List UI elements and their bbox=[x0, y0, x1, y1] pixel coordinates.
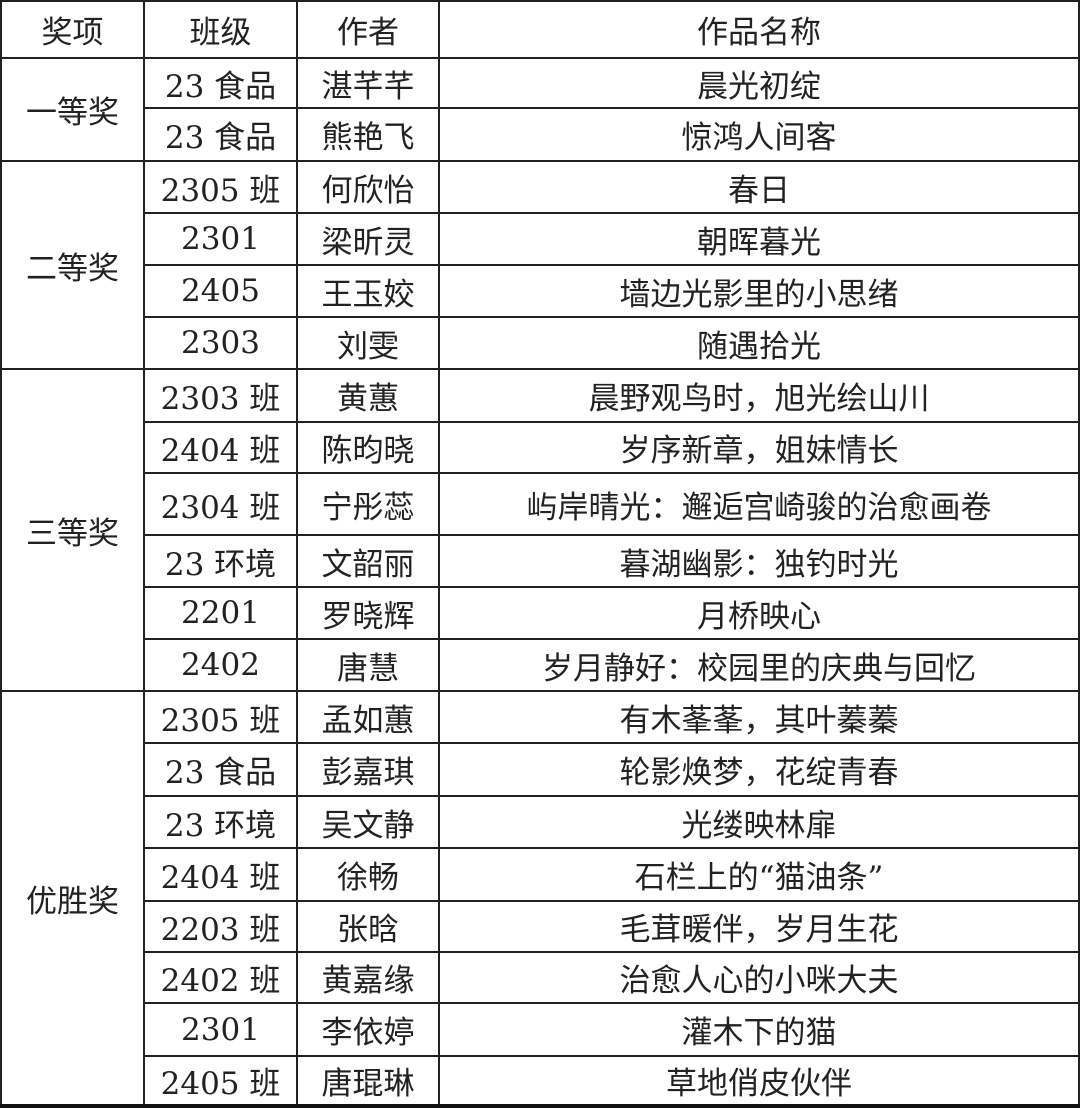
title-cell: 墙边光影里的小思绪 bbox=[438, 264, 1080, 318]
title-cell: 屿岸晴光：邂逅宫崎骏的治愈画卷 bbox=[438, 472, 1080, 536]
author-cell: 王玉姣 bbox=[296, 264, 440, 318]
class-cell: 23 环境 bbox=[143, 795, 298, 849]
author-cell: 彭嘉琪 bbox=[296, 742, 440, 797]
title-cell: 晨野观鸟时，旭光绘山川 bbox=[438, 368, 1080, 423]
award-cell: 优胜奖 bbox=[0, 690, 145, 1106]
title-cell: 治愈人心的小咪大夫 bbox=[438, 951, 1080, 1004]
title-cell: 随遇拾光 bbox=[438, 316, 1080, 370]
title-cell: 晨光初绽 bbox=[438, 57, 1080, 109]
author-cell: 张晗 bbox=[296, 900, 440, 953]
table-row: 2405 王玉姣 墙边光影里的小思绪 bbox=[1, 264, 1080, 318]
bottom-edge bbox=[0, 1104, 1080, 1108]
table-row: 2402 班黄嘉缘 治愈人心的小咪大夫 bbox=[1, 951, 1080, 1004]
award-cell: 三等奖 bbox=[0, 368, 145, 692]
table-row: 2404 班徐畅 石栏上的“猫油条” bbox=[1, 847, 1080, 902]
table-row: 2402 唐慧 岁月静好：校园里的庆典与回忆 bbox=[1, 638, 1080, 692]
author-cell: 唐慧 bbox=[296, 638, 440, 692]
table-row: 二等奖 2305 班何欣怡 春日 bbox=[0, 160, 1080, 370]
table-row: 2304 班宁彤蕊 屿岸晴光：邂逅宫崎骏的治愈画卷 bbox=[1, 472, 1080, 536]
class-cell: 2201 bbox=[143, 586, 298, 640]
author-cell: 黄蕙 bbox=[296, 368, 440, 423]
table-row: 2303 刘雯 随遇拾光 bbox=[1, 316, 1080, 370]
class-cell: 2402 班 bbox=[143, 951, 298, 1004]
title-cell: 轮影焕梦，花绽青春 bbox=[438, 742, 1080, 797]
table-body: 一等奖 23 食品 湛芊芊 晨光初绽 23 食品 熊艳飞 惊鸿人间客 二等奖 2305 班何欣怡… bbox=[0, 57, 1080, 1106]
class-cell: 23 食品 bbox=[143, 742, 298, 797]
title-cell: 毛茸暖伴，岁月生花 bbox=[438, 900, 1080, 953]
class-cell: 2405 bbox=[143, 264, 298, 318]
title-cell: 灌木下的猫 bbox=[438, 1002, 1080, 1057]
class-cell: 2304 班 bbox=[143, 472, 298, 536]
author-cell: 唐琨琳 bbox=[296, 1055, 440, 1106]
author-cell: 孟如蕙 bbox=[296, 690, 440, 744]
header-title: 作品名称 bbox=[438, 0, 1080, 59]
author-cell: 何欣怡 bbox=[296, 160, 440, 214]
table-row: 23 食品 熊艳飞 惊鸿人间客 bbox=[1, 107, 1080, 162]
title-cell: 惊鸿人间客 bbox=[438, 107, 1080, 162]
table-row: 一等奖 23 食品 湛芊芊 晨光初绽 bbox=[0, 57, 1080, 162]
table-row: 23 环境 吴文静 光缕映林扉 bbox=[1, 795, 1080, 849]
table-row: 2301 梁昕灵 朝晖暮光 bbox=[1, 212, 1080, 266]
title-cell: 暮湖幽影：独钓时光 bbox=[438, 534, 1080, 588]
title-cell: 岁月静好：校园里的庆典与回忆 bbox=[438, 638, 1080, 692]
class-cell: 2303 bbox=[143, 316, 298, 370]
header-author: 作者 bbox=[296, 0, 440, 59]
author-cell: 罗晓辉 bbox=[296, 586, 440, 640]
table-row: 三等奖 2303 班黄蕙 晨野观鸟时，旭光绘山川 bbox=[0, 368, 1080, 692]
author-cell: 熊艳飞 bbox=[296, 107, 440, 162]
class-cell: 2305 班 bbox=[143, 690, 298, 744]
author-cell: 刘雯 bbox=[296, 316, 440, 370]
header-class: 班级 bbox=[143, 0, 298, 59]
header-row: 奖项 班级 作者 作品名称 bbox=[0, 0, 1080, 59]
class-cell: 2404 班 bbox=[143, 421, 298, 474]
title-cell: 有木莑莑，其叶蓁蓁 bbox=[438, 690, 1080, 744]
author-cell: 李依婷 bbox=[296, 1002, 440, 1057]
title-cell: 石栏上的“猫油条” bbox=[438, 847, 1080, 902]
class-cell: 23 环境 bbox=[143, 534, 298, 588]
title-cell: 岁序新章，姐妹情长 bbox=[438, 421, 1080, 474]
author-cell: 文韶丽 bbox=[296, 534, 440, 588]
author-cell: 湛芊芊 bbox=[296, 57, 440, 109]
author-cell: 吴文静 bbox=[296, 795, 440, 849]
class-cell: 23 食品 bbox=[143, 107, 298, 162]
author-cell: 黄嘉缘 bbox=[296, 951, 440, 1004]
title-cell: 月桥映心 bbox=[438, 586, 1080, 640]
class-cell: 2203 班 bbox=[143, 900, 298, 953]
award-cell: 一等奖 bbox=[0, 57, 145, 162]
class-cell: 23 食品 bbox=[143, 57, 298, 109]
class-cell: 2303 班 bbox=[143, 368, 298, 423]
class-cell: 2402 bbox=[143, 638, 298, 692]
class-cell: 2404 班 bbox=[143, 847, 298, 902]
title-cell: 春日 bbox=[438, 160, 1080, 214]
class-cell: 2301 bbox=[143, 1002, 298, 1057]
table-row: 23 环境 文韶丽 暮湖幽影：独钓时光 bbox=[1, 534, 1080, 588]
class-cell: 2305 班 bbox=[143, 160, 298, 214]
author-cell: 陈昀晓 bbox=[296, 421, 440, 474]
class-cell: 2405 班 bbox=[143, 1055, 298, 1106]
award-cell: 二等奖 bbox=[0, 160, 145, 370]
table-row: 2203 班张晗 毛茸暖伴，岁月生花 bbox=[1, 900, 1080, 953]
author-cell: 梁昕灵 bbox=[296, 212, 440, 266]
table-row: 2404 班陈昀晓 岁序新章，姐妹情长 bbox=[1, 421, 1080, 474]
title-cell: 光缕映林扉 bbox=[438, 795, 1080, 849]
header-award: 奖项 bbox=[0, 0, 145, 59]
table-row: 2201 罗晓辉 月桥映心 bbox=[1, 586, 1080, 640]
author-cell: 宁彤蕊 bbox=[296, 472, 440, 536]
title-cell: 朝晖暮光 bbox=[438, 212, 1080, 266]
table-row: 2301 李依婷 灌木下的猫 bbox=[1, 1002, 1080, 1057]
table-row: 2405 班唐琨琳 草地俏皮伙伴 bbox=[1, 1055, 1080, 1106]
table-row: 优胜奖 2305 班孟如蕙 有木莑莑，其叶蓁蓁 bbox=[0, 690, 1080, 1106]
class-cell: 2301 bbox=[143, 212, 298, 266]
title-cell: 草地俏皮伙伴 bbox=[438, 1055, 1080, 1106]
table-row: 23 食品 彭嘉琪 轮影焕梦，花绽青春 bbox=[1, 742, 1080, 797]
author-cell: 徐畅 bbox=[296, 847, 440, 902]
